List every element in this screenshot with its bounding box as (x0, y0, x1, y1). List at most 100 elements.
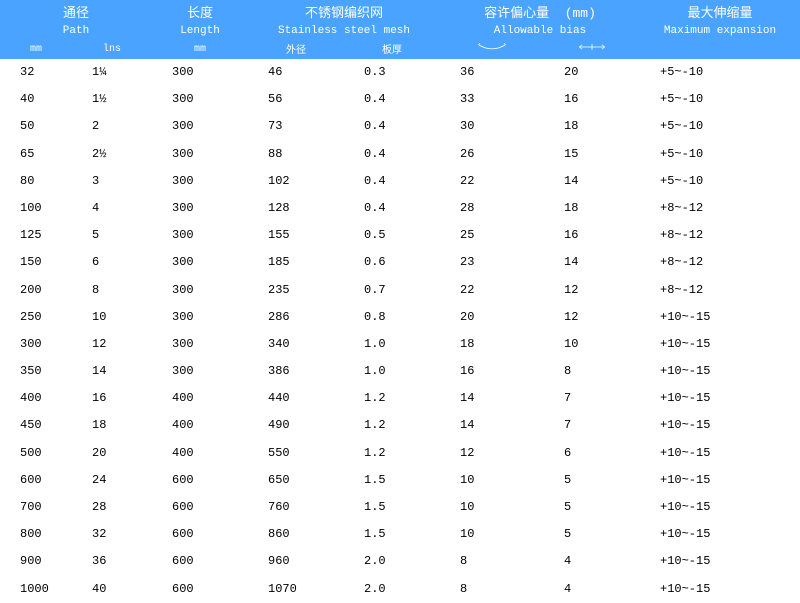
cell-bias2: 18 (544, 195, 640, 222)
cell-mm: 900 (0, 548, 72, 575)
hdr-mesh-u2: 板厚 (344, 39, 440, 59)
cell-bias1: 14 (440, 412, 544, 439)
cell-od: 386 (248, 358, 344, 385)
cell-bias1: 16 (440, 358, 544, 385)
cell-mm: 100 (0, 195, 72, 222)
table-row: 500204005501.2126+10~-15 (0, 440, 800, 467)
cell-mm: 150 (0, 249, 72, 276)
cell-exp: +10~-15 (640, 412, 800, 439)
cell-bias2: 14 (544, 249, 640, 276)
cell-od: 650 (248, 467, 344, 494)
cell-bias2: 7 (544, 412, 640, 439)
cell-bias2: 16 (544, 86, 640, 113)
cell-exp: +5~-10 (640, 141, 800, 168)
cell-mm: 40 (0, 86, 72, 113)
table-row: 10043001280.42818+8~-12 (0, 195, 800, 222)
cell-length: 300 (152, 113, 248, 140)
cell-thk: 1.0 (344, 358, 440, 385)
hdr-exp: 最大伸缩量 (640, 0, 800, 23)
cell-thk: 1.2 (344, 412, 440, 439)
cell-od: 102 (248, 168, 344, 195)
cell-mm: 65 (0, 141, 72, 168)
cell-bias1: 30 (440, 113, 544, 140)
cell-bias1: 14 (440, 385, 544, 412)
cell-od: 440 (248, 385, 344, 412)
cell-lns: 40 (72, 576, 152, 603)
cell-od: 88 (248, 141, 344, 168)
hdr-exp-u (640, 39, 800, 59)
cell-lns: 3 (72, 168, 152, 195)
hdr-path-en: Path (0, 23, 152, 39)
cell-lns: 4 (72, 195, 152, 222)
cell-exp: +5~-10 (640, 86, 800, 113)
cell-od: 128 (248, 195, 344, 222)
cell-length: 600 (152, 521, 248, 548)
cell-lns: 1½ (72, 86, 152, 113)
cell-exp: +8~-12 (640, 249, 800, 276)
hdr-mesh-u1: 外径 (248, 39, 344, 59)
cell-exp: +8~-12 (640, 195, 800, 222)
cell-thk: 0.4 (344, 113, 440, 140)
cell-bias1: 12 (440, 440, 544, 467)
cell-length: 300 (152, 304, 248, 331)
table-row: 10004060010702.084+10~-15 (0, 576, 800, 603)
hdr-bias-icon1 (440, 39, 544, 59)
cell-mm: 250 (0, 304, 72, 331)
cell-bias1: 10 (440, 494, 544, 521)
cell-exp: +10~-15 (640, 576, 800, 603)
cell-lns: 2½ (72, 141, 152, 168)
cell-mm: 450 (0, 412, 72, 439)
cell-bias1: 10 (440, 521, 544, 548)
bias-curve-icon (477, 42, 507, 52)
cell-length: 300 (152, 141, 248, 168)
hdr-bias: 容许偏心量 (mm) (440, 0, 640, 23)
cell-od: 46 (248, 59, 344, 86)
cell-thk: 2.0 (344, 576, 440, 603)
cell-bias1: 8 (440, 576, 544, 603)
cell-lns: 24 (72, 467, 152, 494)
cell-length: 400 (152, 440, 248, 467)
hdr-length-en: Length (152, 23, 248, 39)
cell-length: 300 (152, 358, 248, 385)
table-row: 8033001020.42214+5~-10 (0, 168, 800, 195)
cell-exp: +10~-15 (640, 331, 800, 358)
cell-bias2: 4 (544, 576, 640, 603)
cell-od: 56 (248, 86, 344, 113)
cell-lns: 36 (72, 548, 152, 575)
table-row: 20083002350.72212+8~-12 (0, 277, 800, 304)
cell-bias2: 6 (544, 440, 640, 467)
cell-exp: +10~-15 (640, 467, 800, 494)
cell-bias2: 5 (544, 467, 640, 494)
cell-length: 300 (152, 331, 248, 358)
cell-thk: 0.4 (344, 141, 440, 168)
cell-lns: 10 (72, 304, 152, 331)
cell-bias2: 5 (544, 494, 640, 521)
cell-bias1: 26 (440, 141, 544, 168)
cell-od: 340 (248, 331, 344, 358)
cell-lns: 14 (72, 358, 152, 385)
cell-od: 760 (248, 494, 344, 521)
cell-lns: 18 (72, 412, 152, 439)
cell-od: 73 (248, 113, 344, 140)
hdr-mesh: 不锈钢编织网 (248, 0, 440, 23)
cell-length: 400 (152, 412, 248, 439)
cell-lns: 20 (72, 440, 152, 467)
cell-exp: +10~-15 (640, 304, 800, 331)
hdr-length-u: mm (152, 39, 248, 59)
table-row: 250103002860.82012+10~-15 (0, 304, 800, 331)
cell-length: 300 (152, 59, 248, 86)
cell-thk: 0.7 (344, 277, 440, 304)
cell-bias2: 18 (544, 113, 640, 140)
spec-table: 通径 长度 不锈钢编织网 容许偏心量 (mm) 最大伸缩量 Path Lengt… (0, 0, 800, 603)
cell-bias2: 16 (544, 222, 640, 249)
cell-mm: 50 (0, 113, 72, 140)
cell-mm: 200 (0, 277, 72, 304)
cell-length: 300 (152, 195, 248, 222)
table-row: 401½300560.43316+5~-10 (0, 86, 800, 113)
table-row: 350143003861.0168+10~-15 (0, 358, 800, 385)
cell-bias1: 20 (440, 304, 544, 331)
cell-exp: +10~-15 (640, 385, 800, 412)
cell-thk: 1.5 (344, 467, 440, 494)
cell-lns: 5 (72, 222, 152, 249)
cell-mm: 800 (0, 521, 72, 548)
